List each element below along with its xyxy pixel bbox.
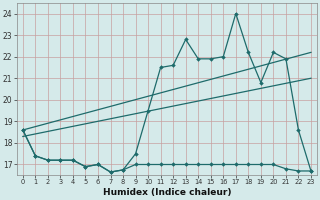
X-axis label: Humidex (Indice chaleur): Humidex (Indice chaleur) bbox=[103, 188, 231, 197]
